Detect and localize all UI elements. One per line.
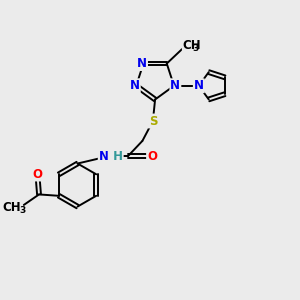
Text: N: N <box>130 79 140 92</box>
Text: 3: 3 <box>20 206 26 215</box>
Text: O: O <box>147 150 157 163</box>
Text: S: S <box>148 115 157 128</box>
Text: CH: CH <box>2 201 20 214</box>
Text: N: N <box>137 57 147 70</box>
Text: O: O <box>33 167 43 181</box>
Text: N: N <box>170 79 180 92</box>
Text: N: N <box>194 79 204 92</box>
Text: H: H <box>109 150 123 163</box>
Text: 3: 3 <box>192 44 199 52</box>
Text: CH: CH <box>182 39 201 52</box>
Text: N: N <box>99 150 109 163</box>
